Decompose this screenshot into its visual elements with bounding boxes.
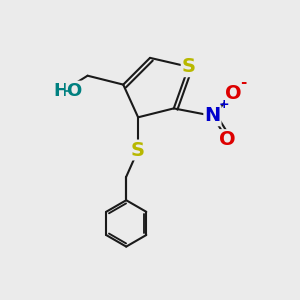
Text: S: S (131, 140, 145, 160)
Text: +: + (219, 98, 230, 111)
Text: H: H (53, 82, 68, 100)
Text: N: N (204, 106, 220, 125)
Text: O: O (219, 130, 236, 149)
Text: S: S (182, 57, 196, 76)
Text: -: - (240, 75, 246, 90)
Text: O: O (225, 84, 242, 103)
Text: O: O (67, 82, 82, 100)
